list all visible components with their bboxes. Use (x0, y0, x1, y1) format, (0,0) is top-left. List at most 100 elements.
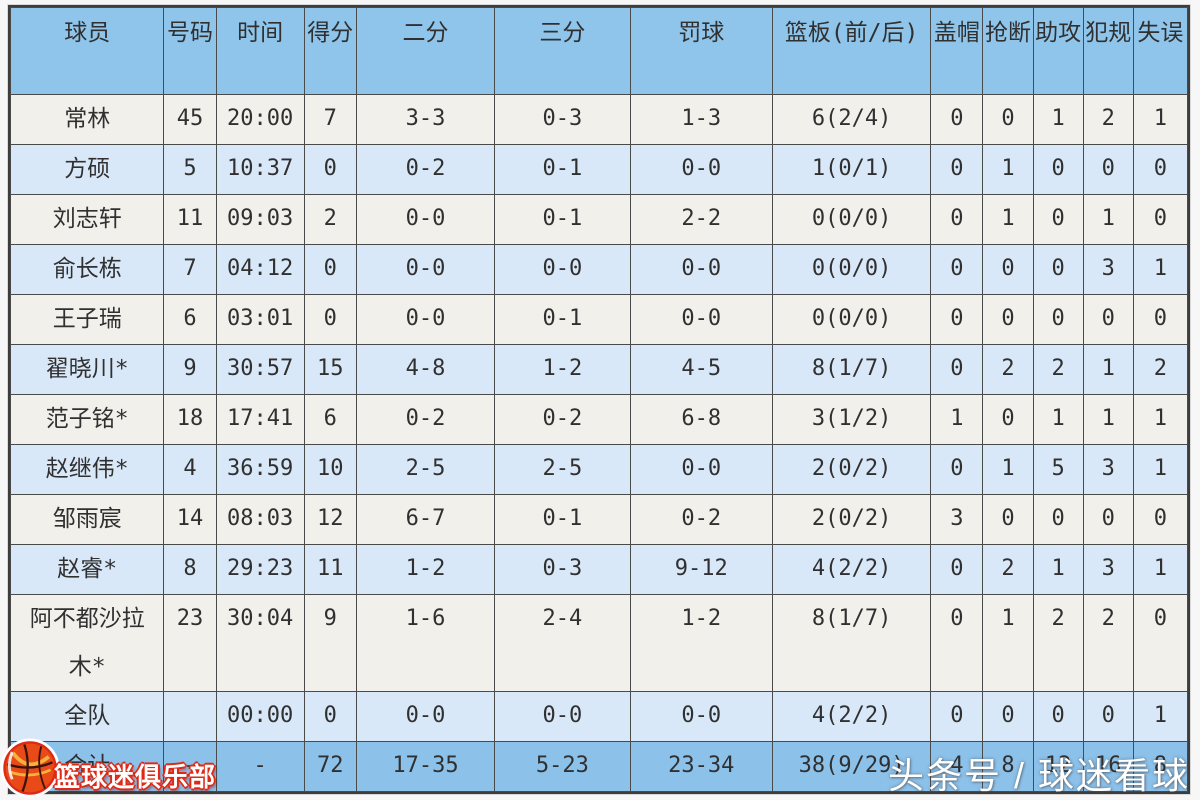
cell-number: 4 (163, 444, 217, 495)
cell-time: 17:41 (215, 394, 305, 445)
player-stats-table: 球员 号码 时间 得分 二分 三分 罚球 篮板(前/后) 盖帽 抢断 助攻 犯规 失误 常林 45 20:0… (9, 7, 1189, 792)
cell-points: 0 (303, 244, 357, 295)
table-row: 俞长栋 7 04:12 0 0-0 0-0 0-0 0(0/0) 0 0 0 3 1 (9, 244, 1189, 295)
cell-time: 00:00 (215, 691, 305, 742)
cell-reb: 3(1/2) (771, 394, 932, 445)
cell-player: 方硕 (9, 144, 165, 195)
cell-to: 1 (1132, 394, 1189, 445)
cell-blk: 0 (930, 444, 984, 495)
cell-stl: 8 (982, 741, 1034, 792)
cell-to: 0 (1132, 594, 1189, 692)
cell-three: 5-23 (494, 741, 631, 792)
table-row: 阿不都沙拉木* 23 30:04 9 1-6 2-4 1-2 8(1/7) 0 1 2 2 0 (9, 594, 1189, 692)
cell-time: 30:57 (215, 344, 305, 395)
cell-ast: 2 (1032, 344, 1084, 395)
cell-stl: 0 (982, 394, 1034, 445)
cell-pf: 1 (1082, 194, 1134, 245)
cell-ft: 2-2 (629, 194, 773, 245)
cell-pf: 1 (1082, 394, 1134, 445)
cell-three: 0-3 (494, 544, 631, 595)
cell-reb: 6(2/4) (771, 94, 932, 145)
cell-number: 18 (163, 394, 217, 445)
cell-time: 03:01 (215, 294, 305, 345)
cell-ast: 0 (1032, 494, 1084, 545)
cell-three: 0-1 (494, 194, 631, 245)
cell-points: 6 (303, 394, 357, 445)
cell-number: 11 (163, 194, 217, 245)
cell-stl: 1 (982, 144, 1034, 195)
cell-points: 2 (303, 194, 357, 245)
cell-reb: 8(1/7) (771, 594, 932, 692)
cell-ast: 0 (1032, 691, 1084, 742)
cell-reb: 2(0/2) (771, 494, 932, 545)
cell-number (163, 691, 217, 742)
cell-two: 6-7 (355, 494, 496, 545)
cell-three: 0-2 (494, 394, 631, 445)
cell-points: 15 (303, 344, 357, 395)
cell-pf: 3 (1082, 444, 1134, 495)
column-header-points: 得分 (303, 7, 357, 95)
cell-blk: 0 (930, 594, 984, 692)
cell-blk: 0 (930, 691, 984, 742)
cell-to: 8 (1132, 741, 1189, 792)
cell-player: 阿不都沙拉木* (9, 594, 165, 692)
cell-stl: 1 (982, 194, 1034, 245)
table-row: 范子铭* 18 17:41 6 0-2 0-2 6-8 3(1/2) 1 0 1 1 1 (9, 394, 1189, 445)
cell-stl: 2 (982, 344, 1034, 395)
cell-pf: 0 (1082, 144, 1134, 195)
cell-two: 0-2 (355, 394, 496, 445)
cell-blk: 0 (930, 244, 984, 295)
cell-ft: 0-0 (629, 691, 773, 742)
cell-stl: 0 (982, 94, 1034, 145)
cell-ast: 1 (1032, 544, 1084, 595)
cell-ft: 1-2 (629, 594, 773, 692)
table-row: 常林 45 20:00 7 3-3 0-3 1-3 6(2/4) 0 0 1 2 1 (9, 94, 1189, 145)
table-row: 全队 00:00 0 0-0 0-0 0-0 4(2/2) 0 0 0 0 1 (9, 691, 1189, 742)
cell-time: - (215, 741, 305, 792)
cell-pf: 2 (1082, 94, 1134, 145)
cell-stl: 0 (982, 294, 1034, 345)
cell-stl: 0 (982, 691, 1034, 742)
cell-number: 5 (163, 144, 217, 195)
cell-to: 1 (1132, 244, 1189, 295)
cell-two: 17-35 (355, 741, 496, 792)
cell-two: 0-0 (355, 244, 496, 295)
cell-ast: 0 (1032, 194, 1084, 245)
cell-to: 0 (1132, 294, 1189, 345)
cell-reb: 0(0/0) (771, 294, 932, 345)
cell-ast: 5 (1032, 444, 1084, 495)
cell-ft: 0-0 (629, 294, 773, 345)
cell-ast: 0 (1032, 244, 1084, 295)
cell-ft: 0-0 (629, 444, 773, 495)
cell-two: 0-0 (355, 294, 496, 345)
cell-ft: 0-0 (629, 144, 773, 195)
cell-stl: 2 (982, 544, 1034, 595)
cell-pf: 2 (1082, 594, 1134, 692)
cell-pf: 3 (1082, 244, 1134, 295)
cell-ft: 4-5 (629, 344, 773, 395)
cell-reb: 38(9/29) (771, 741, 932, 792)
cell-to: 1 (1132, 544, 1189, 595)
cell-to: 0 (1132, 194, 1189, 245)
cell-time: 30:04 (215, 594, 305, 692)
table-row: 刘志轩 11 09:03 2 0-0 0-1 2-2 0(0/0) 0 1 0 1 0 (9, 194, 1189, 245)
cell-blk: 0 (930, 544, 984, 595)
cell-stl: 1 (982, 594, 1034, 692)
column-header-blk: 盖帽 (930, 7, 984, 95)
cell-reb: 0(0/0) (771, 244, 932, 295)
cell-two: 4-8 (355, 344, 496, 395)
cell-stl: 0 (982, 244, 1034, 295)
cell-ast: 12 (1032, 741, 1084, 792)
cell-two: 1-2 (355, 544, 496, 595)
column-header-number: 号码 (163, 7, 217, 95)
headline-watermark: 头条号 / 球迷看球 (887, 755, 1190, 796)
cell-three: 1-2 (494, 344, 631, 395)
cell-time: 10:37 (215, 144, 305, 195)
cell-number: 8 (163, 544, 217, 595)
cell-player: 邹雨宸 (9, 494, 165, 545)
cell-number: 6 (163, 294, 217, 345)
stats-table-frame: 球员 号码 时间 得分 二分 三分 罚球 篮板(前/后) 盖帽 抢断 助攻 犯规 失误 常林 45 20:0… (8, 5, 1190, 794)
cell-three: 0-1 (494, 494, 631, 545)
cell-three: 0-3 (494, 94, 631, 145)
cell-points: 9 (303, 594, 357, 692)
